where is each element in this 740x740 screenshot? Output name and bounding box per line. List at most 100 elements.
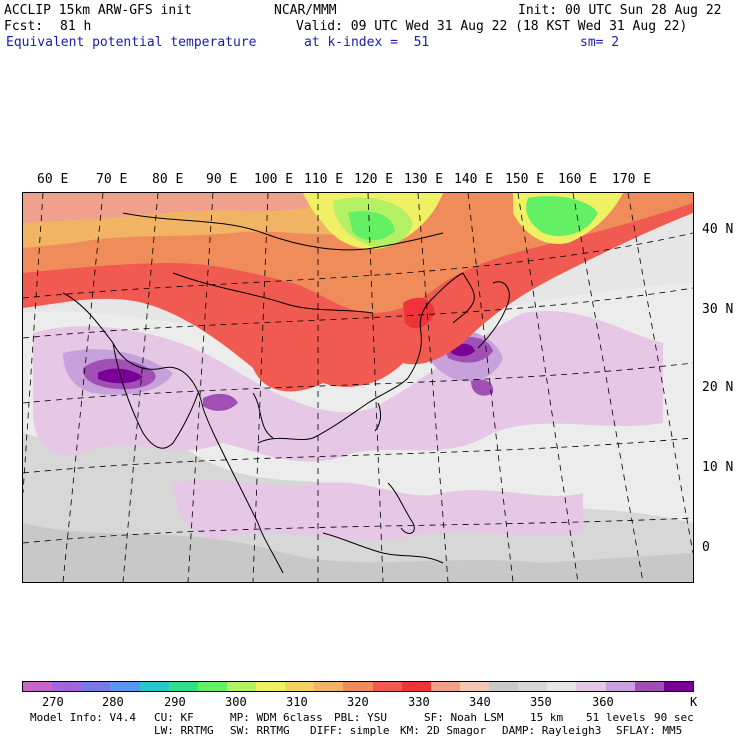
model-title: ACCLIP 15km ARW-GFS init (4, 3, 192, 18)
lavender-region (33, 310, 663, 462)
model-info-pbl: PBL: YSU (334, 711, 387, 724)
lon-label: 70 E (96, 172, 128, 187)
level-label: at k-index = 51 (304, 35, 430, 50)
valid-time: Valid: 09 UTC Wed 31 Aug 22 (18 KST Wed … (296, 19, 688, 34)
border-southeast-asia (252, 392, 274, 439)
model-info-sf: SF: Noah LSM (424, 711, 504, 724)
colorbar-swatch (343, 682, 373, 691)
coastline-philippines (387, 482, 415, 534)
center-label: NCAR/MMM (274, 3, 337, 18)
model-info-mp: MP: WDM 6class (230, 711, 323, 724)
model-info-levels: 51 levels (586, 711, 646, 724)
colorbar-swatch (52, 682, 82, 691)
colorbar-swatch (81, 682, 111, 691)
lavender-region-south (173, 480, 583, 541)
lat-label: 10 N (702, 460, 734, 475)
model-info-cu: CU: KF (154, 711, 194, 724)
purple-max-pacific (471, 379, 494, 396)
graticule-lat-0 (22, 517, 694, 544)
colorbar-tick: 340 (469, 695, 491, 709)
colorbar-swatch (459, 682, 489, 691)
colorbar-swatch (285, 682, 315, 691)
colorbar-tick: 270 (42, 695, 64, 709)
graticule-lat-40 (22, 232, 694, 299)
lat-label: 40 N (702, 222, 734, 237)
model-info-resolution: 15 km (530, 711, 564, 724)
lon-label: 60 E (37, 172, 69, 187)
coastline-east-china (407, 272, 464, 379)
purple-max-bay-of-bengal (203, 393, 238, 411)
colorbar-swatch (23, 682, 53, 691)
salmon-band (23, 193, 353, 223)
lat-label: 0 (702, 540, 710, 555)
lat-label: 30 N (702, 302, 734, 317)
coastline-south-china (257, 377, 409, 444)
colorbar-tick: 360 (592, 695, 614, 709)
green-region-mongolia (348, 211, 395, 241)
graticule-lat-20 (22, 362, 694, 404)
colorbar-swatch (547, 682, 577, 691)
colorbar-swatch (314, 682, 344, 691)
colorbar-swatch (139, 682, 169, 691)
coastlines (62, 212, 510, 574)
colorbar-swatch (489, 682, 519, 691)
lon-label: 170 E (612, 172, 652, 187)
lon-label: 140 E (454, 172, 494, 187)
colorbar-swatch (168, 682, 198, 691)
model-info-km: KM: 2D Smagor (400, 724, 487, 737)
init-time: Init: 00 UTC Sun 28 Aug 22 (518, 3, 722, 18)
coastline-taiwan (374, 402, 382, 432)
colorbar-tick: 300 (225, 695, 247, 709)
equivalent-potential-temperature-map (22, 192, 694, 583)
colorbar-swatch (605, 682, 635, 691)
model-info-timestep: 90 sec (654, 711, 694, 724)
field-name: Equivalent potential temperature (6, 35, 257, 50)
border-northern (122, 212, 444, 251)
graticule-lon (627, 192, 694, 554)
colorbar-swatch (430, 682, 460, 691)
graticule-lon (187, 192, 214, 583)
colorbar-swatch (663, 682, 693, 691)
colorbar-swatch (256, 682, 286, 691)
colorbar-swatch (110, 682, 140, 691)
lon-label: 100 E (254, 172, 294, 187)
colorbar-swatch (226, 682, 256, 691)
colorbar-swatch (518, 682, 548, 691)
model-info-lw: LW: RRTMG (154, 724, 214, 737)
lat-label: 20 N (702, 380, 734, 395)
lon-label: 80 E (152, 172, 184, 187)
model-info: Model Info: V4.4 (30, 711, 136, 724)
colorbar (22, 681, 694, 692)
colorbar-swatch (401, 682, 431, 691)
coastline-korea (452, 272, 475, 324)
model-info-sw: SW: RRTMG (230, 724, 290, 737)
colorbar-tick: 310 (286, 695, 308, 709)
model-info-damp: DAMP: Rayleigh3 (502, 724, 602, 737)
map-panel (22, 192, 694, 583)
green-region-east (526, 196, 598, 237)
colorbar-swatch (576, 682, 606, 691)
coastline-india (62, 292, 284, 574)
lon-label: 160 E (558, 172, 598, 187)
lon-label: 110 E (304, 172, 344, 187)
colorbar-swatch (197, 682, 227, 691)
colorbar-tick: 320 (347, 695, 369, 709)
coastline-borneo (322, 532, 444, 564)
model-info-diff: DIFF: simple (310, 724, 390, 737)
border-central-asia (172, 272, 374, 314)
fcst-value: 81 h (60, 19, 92, 34)
colorbar-tick: 350 (530, 695, 552, 709)
colorbar-tick: 280 (102, 695, 124, 709)
colorbar-unit: K (690, 695, 698, 709)
graticule-lat-10 (22, 437, 694, 474)
graticule-lat-30 (22, 287, 694, 339)
colorbar-tick: 290 (164, 695, 186, 709)
smoothing-label: sm= 2 (580, 35, 620, 50)
lon-label: 90 E (206, 172, 238, 187)
coastline-japan (477, 281, 510, 349)
colorbar-swatch (634, 682, 664, 691)
lon-label: 130 E (404, 172, 444, 187)
coastline-indian-peninsula (112, 342, 199, 449)
fcst-label: Fcst: (4, 19, 44, 34)
graticule-lon (367, 192, 384, 583)
